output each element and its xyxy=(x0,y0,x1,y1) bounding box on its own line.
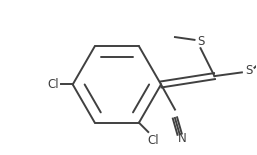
Text: S: S xyxy=(197,35,205,48)
Text: S: S xyxy=(246,64,253,78)
Text: N: N xyxy=(178,132,187,145)
Text: Cl: Cl xyxy=(148,134,159,147)
Text: Cl: Cl xyxy=(47,78,59,91)
